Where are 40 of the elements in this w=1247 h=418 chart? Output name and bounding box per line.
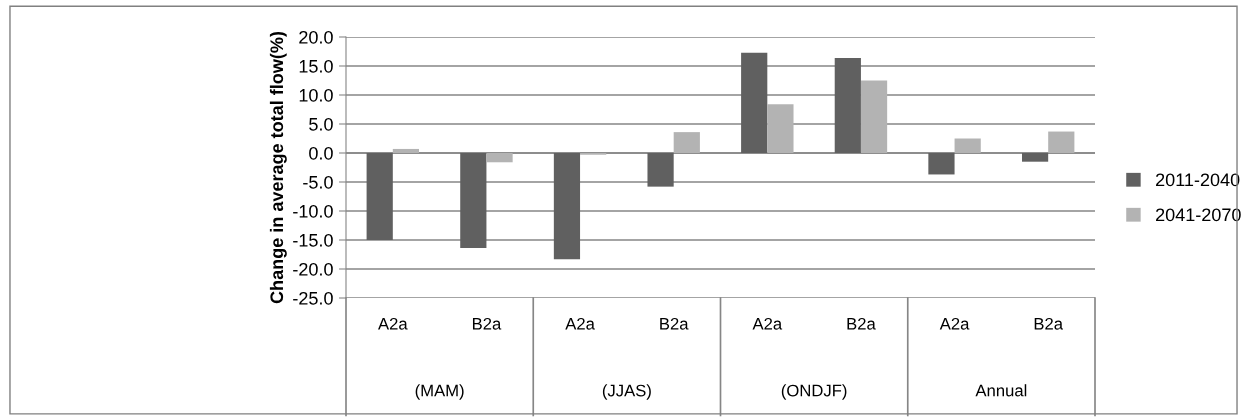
y-tick-label: -20.0 (293, 262, 333, 276)
legend-label: 2011-2040 (1156, 173, 1240, 187)
bar (486, 153, 513, 163)
y-tick-label: 10.0 (299, 88, 333, 102)
bar (647, 153, 674, 187)
x-tick-label: B2a (1034, 317, 1064, 330)
x-tick-label: A2a (565, 317, 595, 330)
bar (767, 104, 794, 153)
text: (JJAS) (602, 384, 651, 400)
y-tick-label: 0.0 (309, 146, 333, 160)
x-tick-label: B2a (660, 317, 689, 330)
text: (MAM) (415, 384, 464, 400)
text: Annual (975, 384, 1027, 397)
x-tick-label: A2a (378, 317, 408, 330)
bar (834, 57, 861, 153)
y-tick-label: -5.0 (303, 175, 333, 189)
legend-label: 2041-2070 (1156, 208, 1241, 222)
y-tick-label: 15.0 (299, 59, 333, 73)
text: (ONDJF) (781, 384, 847, 400)
y-tick-label: -15.0 (293, 233, 333, 247)
bar (954, 138, 981, 153)
bar (928, 153, 955, 175)
y-tick-label: 5.0 (309, 117, 333, 131)
bar (460, 153, 487, 249)
bar (673, 132, 700, 153)
y-tick-label: -10.0 (293, 204, 333, 218)
y-tick-label: 20.0 (299, 30, 333, 44)
x-tick-label: A2a (939, 317, 970, 330)
x-tick-label: A2a (752, 317, 783, 330)
x-tick-label: B2a (847, 317, 876, 330)
bar (860, 80, 888, 153)
bar (553, 153, 581, 260)
y-tick-label: -25.0 (293, 291, 333, 305)
bar (366, 153, 393, 240)
x-tick-label: B2a (472, 317, 502, 330)
bar (1021, 153, 1049, 162)
bar (392, 148, 420, 153)
bar (1048, 131, 1075, 153)
y-axis-title: Change in average total flow(%) (269, 31, 287, 304)
bar (741, 52, 768, 153)
